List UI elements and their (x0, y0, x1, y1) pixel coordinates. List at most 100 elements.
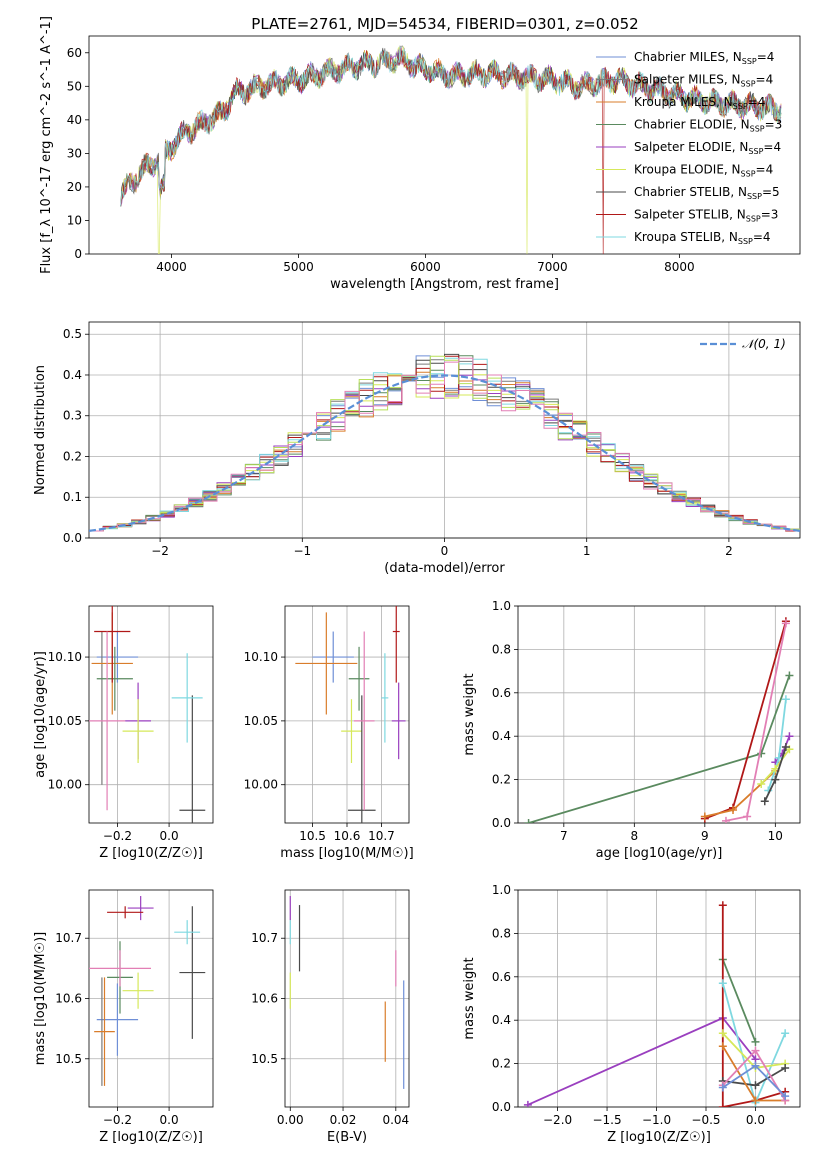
y-axis-label: mass [log10(M/M☉)] (33, 932, 48, 1065)
x-tick-label: 0.0 (160, 829, 179, 843)
gaussian-curve (89, 374, 800, 532)
weight-series (722, 1064, 786, 1097)
y-tick-label: 0.3 (63, 409, 82, 423)
y-tick-label: 0.5 (63, 327, 82, 341)
plot-area-weight_vs_age (524, 617, 794, 823)
y-tick-label: 10.7 (55, 931, 82, 945)
x-tick-label: 4000 (156, 260, 187, 274)
legend-label: Kroupa ELODIE, NSSP=4 (634, 163, 773, 179)
legend-label: Salpeter MILES, NSSP=4 (634, 73, 773, 89)
x-axis-label: Z [log10(Z/Z☉)] (607, 1130, 711, 1145)
legend-label: Chabrier ELODIE, NSSP=3 (634, 118, 782, 134)
plot-area-residuals (89, 353, 800, 532)
x-tick-label: −1 (293, 544, 311, 558)
legend-label: Salpeter STELIB, NSSP=3 (634, 208, 778, 224)
y-tick-label: 20 (67, 180, 82, 194)
y-tick-label: 60 (67, 46, 82, 60)
x-tick-label: 6000 (410, 260, 441, 274)
x-axis-label: mass [log10(M/M☉)] (280, 846, 413, 861)
axes-weight_vs_age: 7 8 9 10 0.0 0.2 0.4 0.6 0.8 1.0 age [log10(age/yr… (462, 599, 801, 861)
weight-point (751, 1096, 760, 1105)
y-tick-label: 0.4 (492, 729, 511, 743)
x-tick-label: 0 (441, 544, 449, 558)
x-tick-label: −0.2 (103, 829, 132, 843)
weight-point (781, 1063, 790, 1072)
plots: 4000 5000 6000 7000 80000102030405060wavelen… (33, 16, 801, 1145)
x-tick-label: 7 (560, 829, 568, 843)
weight-series (721, 959, 757, 1043)
plot-area-spectrum (120, 44, 782, 254)
weight-point (718, 1042, 727, 1051)
x-tick-label: 10 (768, 829, 783, 843)
x-tick-label: −2.0 (543, 1113, 572, 1127)
axes-mass_vs_Z: −0.2 0.0 10.5 10.6 10.7 Z [log10(Z/Z☉)] mass [… (33, 889, 214, 1145)
x-tick-label: 1 (583, 544, 591, 558)
weight-point (781, 1029, 790, 1038)
histogram-series (89, 357, 800, 532)
y-tick-label: 0 (74, 247, 82, 261)
weight-point (718, 1103, 727, 1107)
y-tick-label: 0.6 (492, 970, 511, 984)
x-tick-label: 5000 (283, 260, 314, 274)
figure-title: PLATE=2761, MJD=54534, FIBERID=0301, z=0… (251, 15, 638, 33)
x-tick-label: −1.5 (592, 1113, 621, 1127)
y-tick-label: 0.4 (63, 368, 82, 382)
y-tick-label: 10.10 (48, 650, 82, 664)
y-axis-label: mass weight (462, 957, 477, 1039)
weight-point (751, 1061, 760, 1070)
spectrum-legend: Chabrier MILES, NSSP=4 Salpeter MILES, NS… (596, 50, 782, 246)
y-tick-label: 10.7 (251, 931, 278, 945)
x-tick-label: 8000 (664, 260, 695, 274)
x-tick-label: 2 (725, 544, 733, 558)
y-tick-label: 0.2 (63, 449, 82, 463)
x-axis-label: wavelength [Angstrom, rest frame] (330, 277, 559, 292)
legend-label: 𝒩(0, 1) (742, 337, 786, 351)
weight-point (718, 901, 727, 910)
y-tick-label: 0.2 (492, 773, 511, 787)
y-tick-label: 50 (67, 79, 82, 93)
weight-series (721, 905, 786, 1107)
y-tick-label: 0.1 (63, 490, 82, 504)
axes-mass_vs_ebv: 0.00 0.02 0.04 10.5 10.6 10.7 E(B-V) (251, 889, 410, 1145)
x-axis-label: age [log10(age/yr)] (596, 846, 723, 861)
plot-area-weight_vs_Z (523, 901, 790, 1107)
y-tick-label: 10.6 (55, 992, 82, 1006)
x-tick-label: 0.0 (160, 1113, 179, 1127)
plot-frame (517, 605, 801, 824)
axes-age_vs_mass: 10.5 10.6 10.7 10.00 10.05 10.10 mass [log10(M… (244, 605, 414, 861)
weight-point (785, 671, 794, 680)
plot-frame (88, 35, 801, 255)
weight-point (524, 819, 533, 823)
x-axis-label: Z [log10(Z/Z☉)] (99, 846, 203, 861)
weight-point (757, 749, 766, 758)
y-tick-label: 0.8 (492, 926, 511, 940)
legend-label: Kroupa MILES, NSSP=4 (634, 95, 765, 111)
weight-point (757, 779, 766, 788)
y-tick-label: 30 (67, 146, 82, 160)
plot-frame (284, 605, 410, 824)
y-tick-label: 0.4 (492, 1013, 511, 1027)
legend-label: Chabrier STELIB, NSSP=5 (634, 185, 780, 201)
y-axis-label: Flux [f_λ 10^-17 erg cm^-2 s^-1 A^-1] (39, 16, 54, 274)
y-tick-label: 10.00 (244, 778, 278, 792)
plot-frame (284, 889, 410, 1108)
weight-point (718, 979, 727, 988)
legend-label: Chabrier MILES, NSSP=4 (634, 50, 774, 66)
spectrum-line (120, 47, 782, 254)
axes-age_vs_Z: −0.2 0.0 10.00 10.05 10.10 Z [log10(Z/Z☉)] age… (33, 605, 214, 861)
y-tick-label: 40 (67, 113, 82, 127)
axes-residuals: −2 −1 0 1 2 0.0 0.1 0.2 0.3 0.4 0.5 (data-model)/er… (33, 321, 801, 576)
x-tick-label: −0.2 (103, 1113, 132, 1127)
weight-point (781, 695, 790, 704)
plot-area-mass_vs_Z (89, 896, 206, 1086)
weight-point (781, 619, 790, 628)
axes-spectrum: 4000 5000 6000 7000 8000 0 10 20 30 40 50 60 wavelen… (39, 16, 801, 292)
x-tick-label: 10.7 (368, 829, 395, 843)
weight-point (751, 1046, 760, 1055)
y-tick-label: 10.5 (251, 1052, 278, 1066)
plot-area-mass_vs_ebv (289, 896, 405, 1089)
x-tick-label: 0.0 (746, 1113, 765, 1127)
x-tick-label: 10.6 (334, 829, 361, 843)
y-tick-label: 0.0 (492, 1100, 511, 1114)
